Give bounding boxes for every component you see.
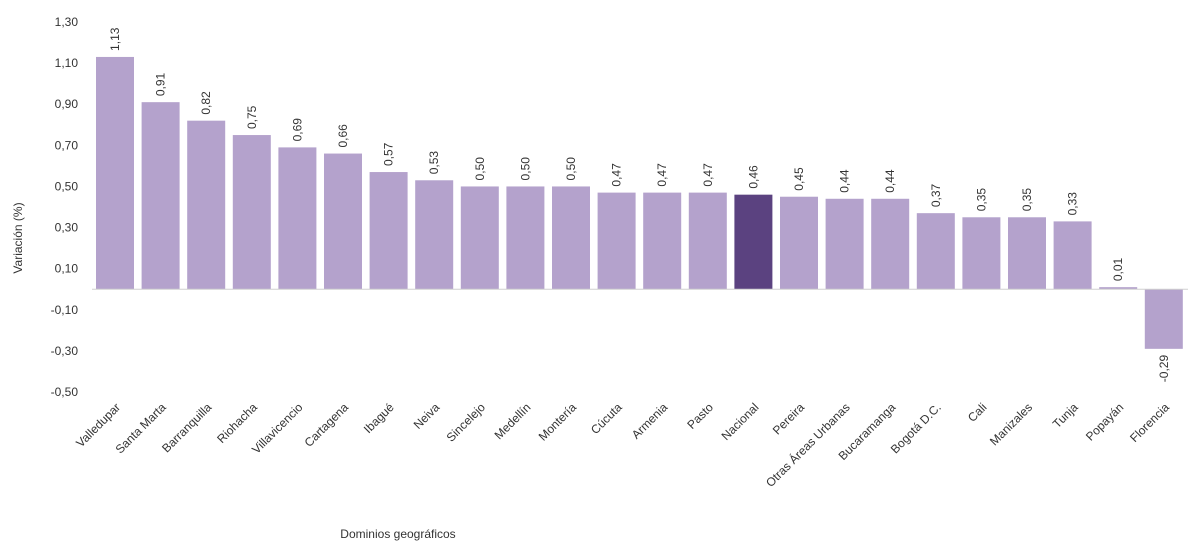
y-tick-label: 0,70: [55, 138, 79, 152]
bar-manizales: [1008, 217, 1046, 290]
bar-bogotá-d-c-: [916, 213, 955, 290]
bar-cali: [962, 217, 1001, 290]
y-tick-label: 0,90: [55, 97, 79, 111]
bar-sincelejo: [460, 186, 499, 290]
y-tick-label: 0,30: [55, 221, 79, 235]
bar-popayán: [1099, 287, 1138, 290]
y-tick-label: -0,10: [51, 303, 79, 317]
y-tick-label: -0,30: [51, 344, 79, 358]
category-label: Popayán: [1083, 400, 1126, 443]
category-label: Cúcuta: [588, 400, 625, 437]
bar-cartagena: [324, 153, 362, 290]
category-label: Nacional: [719, 400, 762, 443]
bar-barranquilla: [187, 120, 226, 290]
data-label: 0,47: [610, 163, 624, 187]
data-label: 0,66: [336, 124, 350, 148]
bar-bucaramanga: [871, 198, 910, 290]
data-label: 1,13: [108, 27, 122, 51]
category-label: Cali: [965, 400, 990, 425]
data-label: 0,44: [838, 169, 852, 193]
bar-medellín: [506, 186, 545, 290]
data-label: 0,82: [199, 91, 213, 115]
y-axis-ticks: 1,30 1,10 0,90 0,70 0,50 0,30 0,10 -0,10 -0,30 -0…: [51, 15, 79, 399]
x-axis-title: Dominios geográficos: [340, 527, 455, 541]
bar-tunja: [1053, 221, 1092, 290]
data-label: 0,46: [746, 165, 760, 189]
category-label: Pasto: [684, 400, 716, 432]
category-label: Ibagué: [361, 400, 397, 436]
bar-cúcuta: [597, 192, 636, 290]
bar-nacional: [734, 194, 773, 290]
data-label: 0,44: [883, 169, 897, 193]
data-label: 0,37: [929, 183, 943, 207]
y-axis-title: Variación (%): [11, 202, 25, 273]
bar-florencia: [1144, 289, 1183, 349]
category-label: Sincelejo: [444, 400, 489, 445]
y-tick-label: -0,50: [51, 385, 79, 399]
bar-montería: [552, 186, 590, 290]
bar-pereira: [780, 196, 818, 290]
data-label: 0,47: [655, 163, 669, 187]
category-label: Montería: [536, 400, 580, 444]
category-label: Cartagena: [302, 400, 352, 450]
bars-group: [96, 56, 1183, 349]
data-label: 0,75: [245, 105, 259, 129]
y-tick-label: 1,10: [55, 56, 79, 70]
data-label: 0,35: [1020, 188, 1034, 212]
category-label: Otras Áreas Urbanas: [762, 400, 852, 490]
y-tick-label: 0,10: [55, 262, 79, 276]
bar-neiva: [415, 180, 454, 290]
category-label: Manizales: [987, 400, 1035, 448]
bar-villavicencio: [278, 147, 317, 290]
data-label: 0,47: [701, 163, 715, 187]
data-label: 0,33: [1066, 192, 1080, 216]
data-label: 0,01: [1111, 257, 1125, 281]
data-label: 0,45: [792, 167, 806, 191]
category-label: Florencia: [1127, 400, 1172, 445]
data-label: 0,69: [290, 118, 304, 142]
bar-pasto: [688, 192, 727, 290]
category-label: Tunja: [1050, 400, 1081, 431]
data-label: -0,29: [1157, 355, 1171, 383]
data-label: 0,57: [382, 142, 396, 166]
category-label: Riohacha: [214, 400, 260, 446]
bar-armenia: [643, 192, 682, 290]
category-label: Armenia: [629, 400, 671, 442]
category-label: Pereira: [770, 400, 807, 437]
data-label: 0,50: [564, 157, 578, 181]
data-label: 0,35: [974, 188, 988, 212]
category-label: Medellín: [492, 400, 534, 442]
category-label: Barranquilla: [159, 400, 214, 455]
category-label: Neiva: [411, 400, 443, 432]
data-label: 0,50: [473, 157, 487, 181]
bar-ibagué: [369, 172, 408, 290]
bar-otras-áreas-urbanas: [825, 198, 864, 290]
data-label: 0,53: [427, 151, 441, 175]
y-tick-label: 0,50: [55, 179, 79, 193]
bar-riohacha: [232, 135, 271, 290]
bar-santa-marta: [141, 102, 180, 290]
data-label: 0,91: [154, 72, 168, 96]
bar-valledupar: [96, 56, 134, 290]
y-tick-label: 1,30: [55, 15, 79, 29]
data-label: 0,50: [518, 157, 532, 181]
data-labels-group: 1,13 0,91 0,82 0,75 0,69 0,66 0,57 0,53 0,50 0,50…: [108, 27, 1171, 382]
